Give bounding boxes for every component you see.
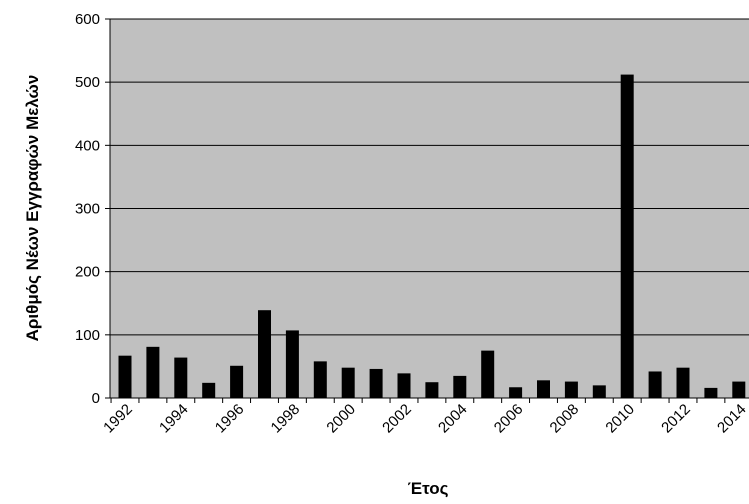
bar-2011 bbox=[648, 371, 662, 398]
bar-1995 bbox=[202, 382, 216, 398]
bar-2010 bbox=[620, 74, 634, 398]
y-tick-label: 300 bbox=[75, 201, 100, 218]
y-tick-label: 100 bbox=[75, 327, 100, 344]
y-tick-label: 500 bbox=[75, 74, 100, 91]
bar-1997 bbox=[258, 310, 271, 398]
x-tick-label: 2010 bbox=[602, 401, 638, 437]
bar-2004 bbox=[453, 375, 467, 398]
bar-2006 bbox=[509, 387, 523, 398]
y-tick-label: 0 bbox=[92, 390, 100, 407]
y-axis-ticks: 0 100 200 300 400 500 600 bbox=[75, 11, 110, 407]
bar-2013 bbox=[704, 387, 718, 398]
x-tick-label: 2012 bbox=[658, 401, 694, 437]
bar-1992 bbox=[118, 355, 132, 398]
bars bbox=[118, 74, 746, 398]
y-axis-title: Αριθμός Νέων Εγγραφών Μελών bbox=[23, 75, 42, 342]
y-tick-label: 200 bbox=[75, 264, 100, 281]
x-tick-label: 1992 bbox=[100, 401, 136, 437]
x-tick-label: 1998 bbox=[268, 401, 304, 437]
x-tick-label: 1994 bbox=[156, 401, 192, 437]
y-tick-label: 400 bbox=[75, 137, 100, 154]
x-axis-title: Έτος bbox=[408, 479, 449, 498]
bar-2014 bbox=[732, 381, 746, 398]
gridlines bbox=[110, 18, 749, 336]
bar-2003 bbox=[425, 382, 439, 398]
bar-2009 bbox=[592, 385, 606, 398]
x-tick-label: 2008 bbox=[547, 401, 583, 437]
x-tick-label: 1996 bbox=[212, 401, 248, 437]
bar-1999 bbox=[313, 361, 327, 398]
x-tick-label: 2004 bbox=[435, 401, 471, 437]
x-axis-ticks: 1992 1994 1996 1998 2000 2002 2004 2006 2008 2010… bbox=[100, 398, 749, 436]
bar-1996 bbox=[230, 365, 244, 398]
bar-1998 bbox=[285, 330, 299, 398]
bar-2012 bbox=[676, 367, 690, 398]
x-tick-label: 2002 bbox=[379, 401, 415, 437]
bar-2000 bbox=[341, 367, 355, 398]
bar-2005 bbox=[481, 350, 495, 398]
bar-2002 bbox=[397, 373, 411, 398]
x-tick-label: 2006 bbox=[491, 401, 527, 437]
x-tick-label: 2014 bbox=[714, 401, 749, 437]
bar-1994 bbox=[174, 357, 188, 398]
y-tick-label: 600 bbox=[75, 11, 100, 28]
bar-1993 bbox=[146, 346, 160, 398]
bar-2007 bbox=[537, 380, 550, 398]
bar-2001 bbox=[369, 368, 383, 398]
x-tick-label: 2000 bbox=[323, 401, 359, 437]
bar-2008 bbox=[564, 381, 578, 398]
